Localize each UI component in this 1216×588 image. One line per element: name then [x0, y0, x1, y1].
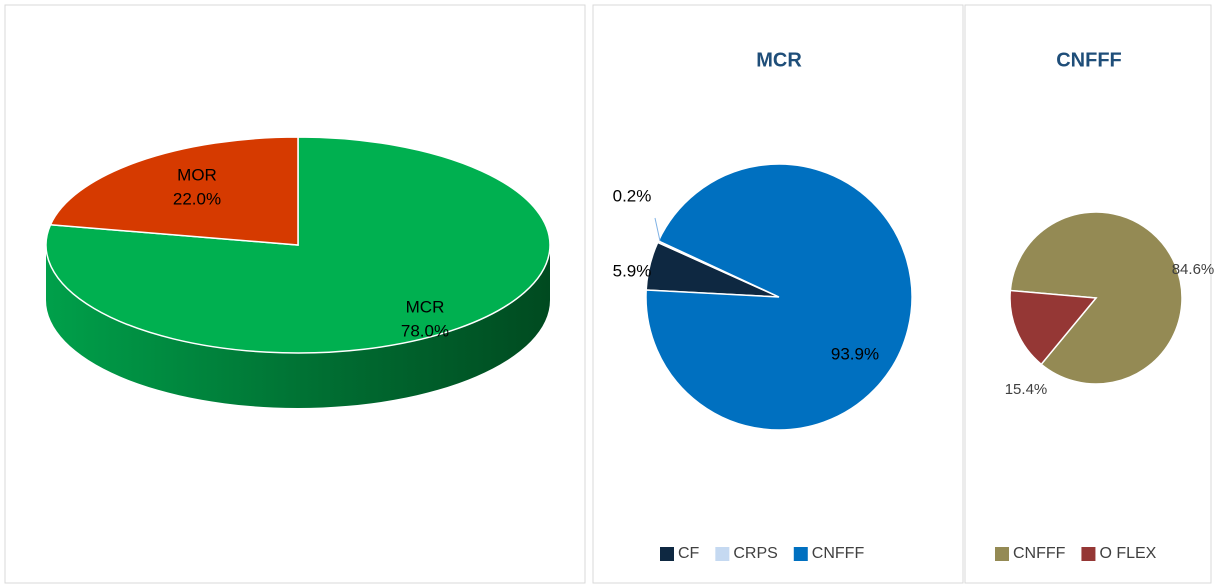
legend-swatch	[715, 547, 730, 561]
pie-slice	[1009, 289, 1098, 366]
legend-label: CF	[678, 545, 700, 562]
panel	[592, 4, 964, 584]
chart-title: MCR	[756, 49, 802, 71]
legend-label: CRPS	[733, 545, 777, 562]
legend-swatch	[995, 547, 1009, 561]
data-label: 93.9%	[831, 344, 879, 363]
data-label: 78.0%	[401, 321, 449, 340]
pie-slice	[645, 163, 913, 431]
data-label: 0.2%	[613, 186, 652, 205]
panel	[4, 4, 586, 584]
data-label: 15.4%	[1005, 381, 1048, 398]
data-label: 84.6%	[1172, 261, 1215, 278]
legend-swatch	[793, 547, 808, 561]
legend-swatch	[1081, 547, 1096, 561]
chart-title: CNFFF	[1056, 49, 1122, 71]
panel	[964, 4, 1212, 584]
pie-side	[46, 245, 550, 408]
slice-category: MCR	[406, 297, 445, 316]
leader-line	[654, 217, 661, 242]
data-label: 22.0%	[173, 189, 221, 208]
data-label: 5.9%	[613, 261, 652, 280]
pie-slice	[49, 136, 299, 246]
legend-swatch	[660, 547, 674, 561]
legend-label: CNFFF	[1013, 545, 1066, 562]
legend-label: CNFFF	[812, 545, 865, 562]
legend-label: O FLEX	[1099, 545, 1156, 562]
slice-category: MOR	[177, 165, 217, 184]
